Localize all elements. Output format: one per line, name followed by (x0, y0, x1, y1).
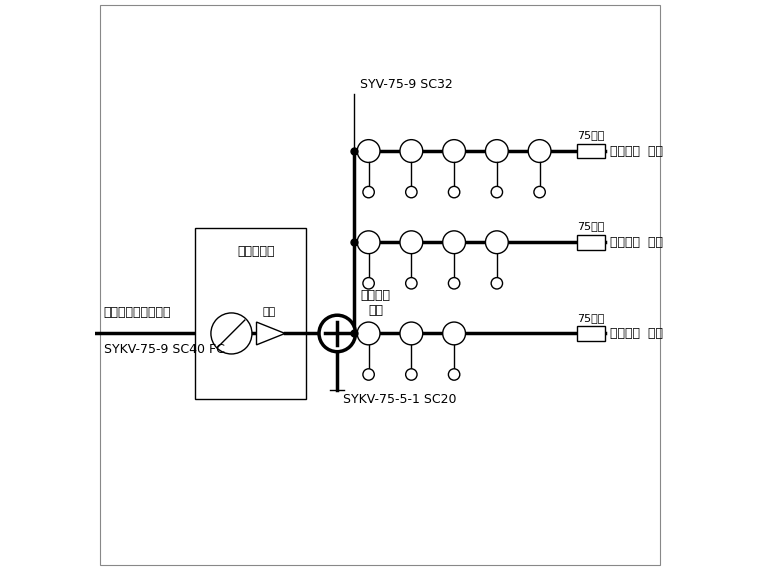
Text: SYKV-75-9 SC40 FC: SYKV-75-9 SC40 FC (103, 343, 224, 356)
Text: 终端电阻  三层: 终端电阻 三层 (610, 145, 663, 157)
Circle shape (400, 140, 423, 162)
Circle shape (442, 231, 465, 254)
Circle shape (363, 278, 374, 289)
Circle shape (448, 186, 460, 198)
Circle shape (319, 315, 356, 352)
Circle shape (442, 322, 465, 345)
Text: 一分支器: 一分支器 (360, 289, 390, 302)
Text: 终端电阻  一层: 终端电阻 一层 (610, 327, 663, 340)
Circle shape (211, 313, 252, 354)
Text: 75欧姆: 75欧姆 (577, 221, 605, 231)
Text: 75欧姆: 75欧姆 (577, 312, 605, 323)
Circle shape (357, 140, 380, 162)
Circle shape (486, 231, 508, 254)
Text: 75欧姆: 75欧姆 (577, 130, 605, 140)
Bar (577, 326, 605, 341)
Circle shape (406, 186, 417, 198)
Circle shape (406, 369, 417, 380)
Text: 一层前端箱: 一层前端箱 (237, 245, 274, 258)
Polygon shape (257, 322, 285, 345)
Circle shape (400, 231, 423, 254)
Circle shape (442, 140, 465, 162)
Circle shape (357, 322, 380, 345)
Text: SYKV-75-5-1 SC20: SYKV-75-5-1 SC20 (343, 393, 457, 406)
Circle shape (363, 186, 374, 198)
Circle shape (491, 186, 502, 198)
Bar (195, 228, 306, 399)
Text: SYV-75-9 SC32: SYV-75-9 SC32 (360, 78, 453, 91)
Circle shape (406, 278, 417, 289)
Text: 余同: 余同 (369, 304, 384, 317)
Bar (577, 144, 605, 158)
Circle shape (528, 140, 551, 162)
Circle shape (357, 231, 380, 254)
Circle shape (491, 278, 502, 289)
Circle shape (534, 186, 546, 198)
Bar (577, 235, 605, 250)
Circle shape (448, 369, 460, 380)
Circle shape (363, 369, 374, 380)
Text: 引自校闭路电视机房: 引自校闭路电视机房 (103, 306, 171, 319)
Circle shape (486, 140, 508, 162)
Text: 选线: 选线 (263, 307, 276, 317)
Text: 终端电阻  二层: 终端电阻 二层 (610, 236, 663, 249)
Circle shape (448, 278, 460, 289)
Circle shape (400, 322, 423, 345)
